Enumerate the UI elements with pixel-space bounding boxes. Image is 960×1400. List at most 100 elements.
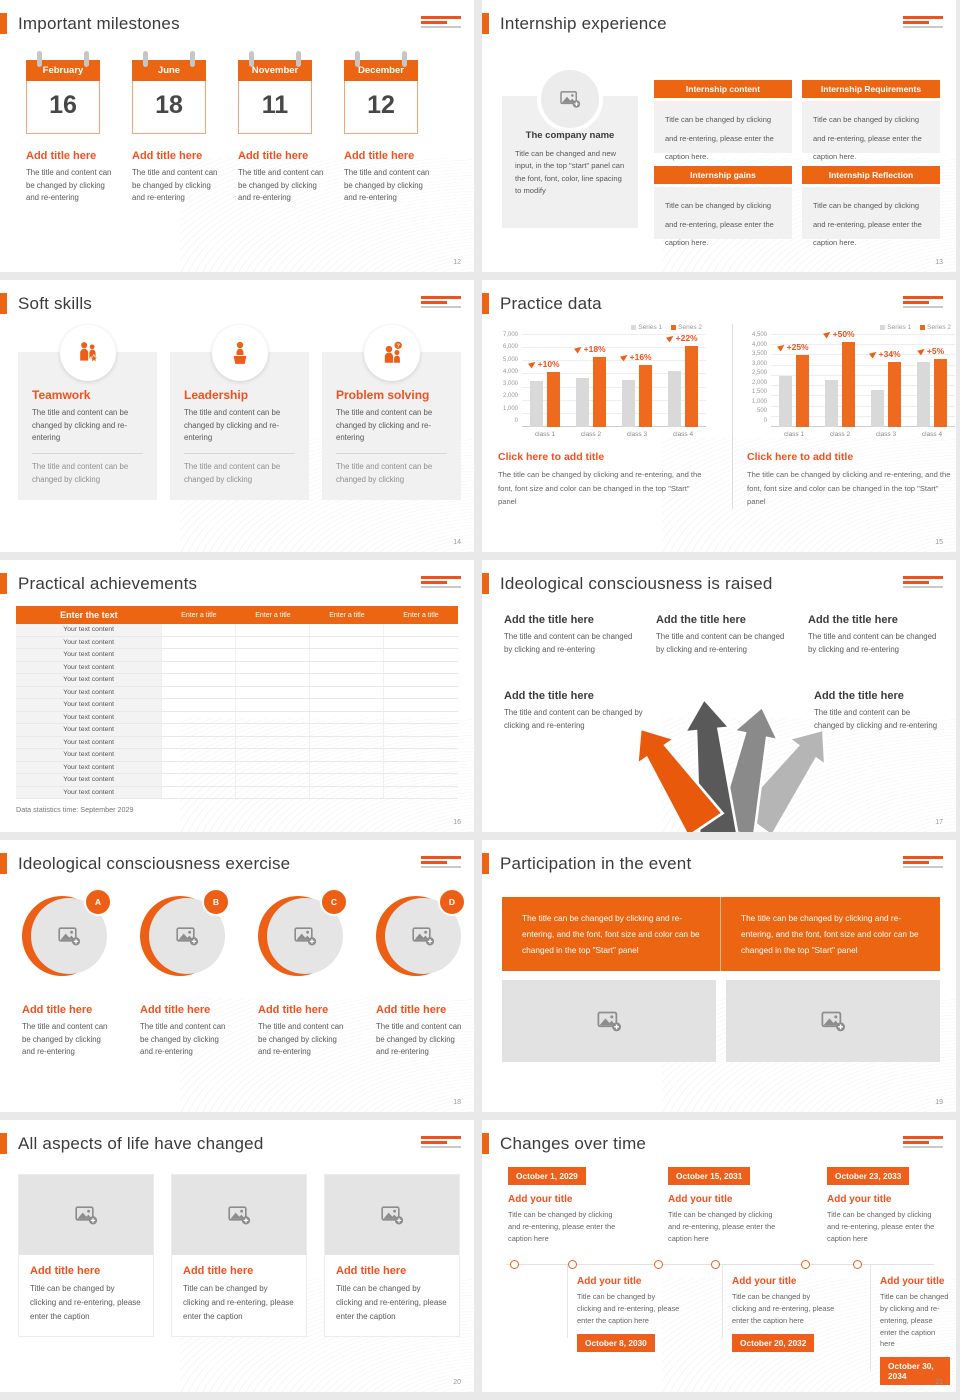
skill-cards: Teamwork The title and content can be ch…	[18, 325, 461, 500]
empty-cell	[309, 673, 384, 687]
slide-title: Ideological consciousness exercise	[18, 853, 291, 873]
text-block[interactable]: Add the title here The title and content …	[808, 614, 942, 656]
image-placeholder[interactable]	[325, 1175, 459, 1255]
timeline-item-top[interactable]: October 23, 2033 Add your title Title ca…	[827, 1166, 935, 1245]
panel-internship-requirements[interactable]: Internship Requirements Title can be cha…	[802, 80, 940, 161]
image-placeholder[interactable]	[537, 66, 603, 132]
image-placeholder[interactable]: B	[140, 888, 230, 978]
slide-header: Important milestones	[0, 13, 180, 34]
empty-cell	[309, 648, 384, 662]
milestone-item[interactable]: December 12 Add title here The title and…	[344, 51, 434, 205]
image-placeholder[interactable]: C	[258, 888, 348, 978]
percent-label: +22%	[665, 333, 698, 343]
chart-note-caption: The title can be changed by clicking and…	[498, 470, 702, 507]
slide-practice-data[interactable]: Practice data Series 1 Series 2 7,000 6,000…	[482, 280, 956, 552]
timeline-item-top[interactable]: October 1, 2029 Add your title Title can…	[508, 1166, 616, 1245]
text-block[interactable]: Add the title here The title and content …	[504, 614, 638, 656]
timeline-caption: Title can be changed by clicking and re-…	[732, 1292, 835, 1325]
leadership-icon	[211, 325, 268, 381]
panel-caption: Title can be changed by clicking and re-…	[665, 115, 774, 162]
slide-all-aspects-of-life[interactable]: All aspects of life have changed Add tit…	[0, 1120, 474, 1392]
slide-important-milestones[interactable]: Important milestones February 16 Add tit…	[0, 0, 474, 272]
bar-group: +22%	[665, 333, 698, 427]
life-card[interactable]: Add title here Title can be changed by cl…	[18, 1174, 154, 1337]
image-placeholder[interactable]	[726, 980, 940, 1062]
image-placeholder[interactable]: A	[22, 888, 112, 978]
block-caption: The title and content can be changed by …	[814, 708, 938, 730]
empty-cell	[309, 723, 384, 737]
page-number: 15	[935, 539, 943, 546]
slide-header: Ideological consciousness is raised	[482, 573, 773, 594]
image-icon	[293, 924, 317, 948]
arrow-icon	[619, 352, 629, 362]
slide-title: Important milestones	[18, 13, 180, 33]
slide-ideological-consciousness-raised[interactable]: Ideological consciousness is raised Add …	[482, 560, 956, 832]
letter-badge: C	[320, 888, 348, 916]
image-placeholder[interactable]: D	[376, 888, 466, 978]
image-placeholder[interactable]	[502, 980, 716, 1062]
card-problem-solving[interactable]: Problem solving The title and content ca…	[322, 325, 461, 500]
page-number: 17	[935, 819, 943, 826]
page-number: 16	[453, 819, 461, 826]
life-card[interactable]: Add title here Title can be changed by cl…	[324, 1174, 460, 1337]
milestone-item[interactable]: June 18 Add title here The title and con…	[132, 51, 222, 205]
brand-logo	[421, 1136, 461, 1148]
empty-cell	[235, 686, 310, 699]
exercise-item-c[interactable]: C Add title here The title and content c…	[258, 888, 350, 1059]
row-label-cell: Your text content	[16, 636, 162, 649]
banner-text: The title can be changed by clicking and…	[741, 913, 919, 956]
timeline-item-bottom[interactable]: Add your title Title can be changed by c…	[870, 1263, 950, 1386]
panel-internship-reflection[interactable]: Internship Reflection Title can be chang…	[802, 166, 940, 247]
title-accent-bar	[482, 13, 489, 34]
image-placeholder[interactable]	[19, 1175, 153, 1255]
text-block[interactable]: Add the title here The title and content …	[814, 690, 942, 732]
text-block-highlight[interactable]: Add the title here The title and content …	[504, 690, 644, 732]
slide-header: Internship experience	[482, 13, 667, 34]
exercise-item-d[interactable]: D Add title here The title and content c…	[376, 888, 468, 1059]
timeline-item-bottom[interactable]: Add your title Title can be changed by c…	[722, 1264, 836, 1352]
slide-changes-over-time[interactable]: Changes over time October 1, 2029 Add yo…	[482, 1120, 956, 1392]
timeline-title: Add your title	[508, 1194, 573, 1205]
date-badge: October 20, 2032	[732, 1333, 815, 1352]
timeline-item-top[interactable]: October 15, 2031 Add your title Title ca…	[668, 1166, 776, 1245]
slide-participation-in-the-event[interactable]: Participation in the event The title can…	[482, 840, 956, 1112]
skill-caption: The title and content can be changed by …	[184, 408, 281, 443]
exercise-item-a[interactable]: A Add title here The title and content c…	[22, 888, 114, 1059]
slide-internship-experience[interactable]: Internship experience The company name T…	[482, 0, 956, 272]
achievements-table[interactable]: Enter the text Enter a title Enter a tit…	[16, 606, 458, 799]
legend-item: Series 2	[671, 324, 702, 331]
card-teamwork[interactable]: Teamwork The title and content can be ch…	[18, 325, 157, 500]
empty-cell	[383, 636, 458, 649]
panel-heading: Internship gains	[654, 166, 792, 184]
text-block[interactable]: Add the title here The title and content …	[656, 614, 790, 656]
slide-practical-achievements[interactable]: Practical achievements Enter the text En…	[0, 560, 474, 832]
table-row: Your text content	[16, 711, 458, 724]
milestone-item[interactable]: November 11 Add title here The title and…	[238, 51, 328, 205]
skill-caption: The title and content can be changed by …	[336, 408, 433, 443]
slide-title: Internship experience	[500, 13, 667, 33]
chart-note-caption: The title can be changed by clicking and…	[747, 470, 951, 507]
empty-cell	[235, 773, 310, 787]
empty-cell	[235, 736, 310, 749]
image-placeholder[interactable]	[172, 1175, 306, 1255]
calendar-icon: December 12	[344, 51, 418, 134]
block-caption: The title and content can be changed by …	[504, 632, 633, 654]
slide-soft-skills[interactable]: Soft skills Teamwork The title and conte…	[0, 280, 474, 552]
slide-title: Ideological consciousness is raised	[500, 573, 773, 593]
milestone-item[interactable]: February 16 Add title here The title and…	[26, 51, 116, 205]
panel-internship-content[interactable]: Internship content Title can be changed …	[654, 80, 792, 161]
life-card[interactable]: Add title here Title can be changed by cl…	[171, 1174, 307, 1337]
slide-ideological-consciousness-exercise[interactable]: Ideological consciousness exercise A Add…	[0, 840, 474, 1112]
exercise-item-b[interactable]: B Add title here The title and content c…	[140, 888, 232, 1059]
timeline-item-bottom[interactable]: Add your title Title can be changed by c…	[567, 1264, 681, 1352]
table-row: Your text content	[16, 786, 458, 799]
timeline-title: Add your title	[577, 1276, 642, 1287]
chart-left-block: Series 1 Series 2 7,000 6,000 5,000 4,000 3,00…	[498, 324, 706, 509]
table-row: Your text content	[16, 736, 458, 749]
card-leadership[interactable]: Leadership The title and content can be …	[170, 325, 309, 500]
percent-label: +25%	[776, 342, 809, 352]
panel-internship-gains[interactable]: Internship gains Title can be changed by…	[654, 166, 792, 247]
empty-cell	[161, 786, 236, 799]
timeline-axis	[506, 1260, 934, 1269]
company-card[interactable]: The company name Title can be changed an…	[502, 66, 638, 228]
